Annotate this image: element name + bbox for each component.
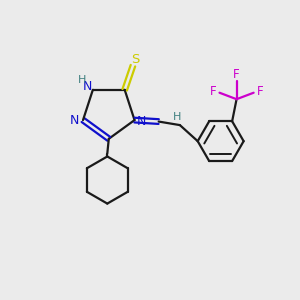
Text: F: F	[257, 85, 263, 98]
Text: N: N	[136, 115, 146, 128]
Text: S: S	[131, 53, 140, 66]
Text: N: N	[83, 80, 92, 93]
Text: N: N	[70, 114, 80, 127]
Text: F: F	[233, 68, 240, 81]
Text: F: F	[210, 85, 216, 98]
Text: H: H	[78, 75, 87, 85]
Text: H: H	[173, 112, 182, 122]
